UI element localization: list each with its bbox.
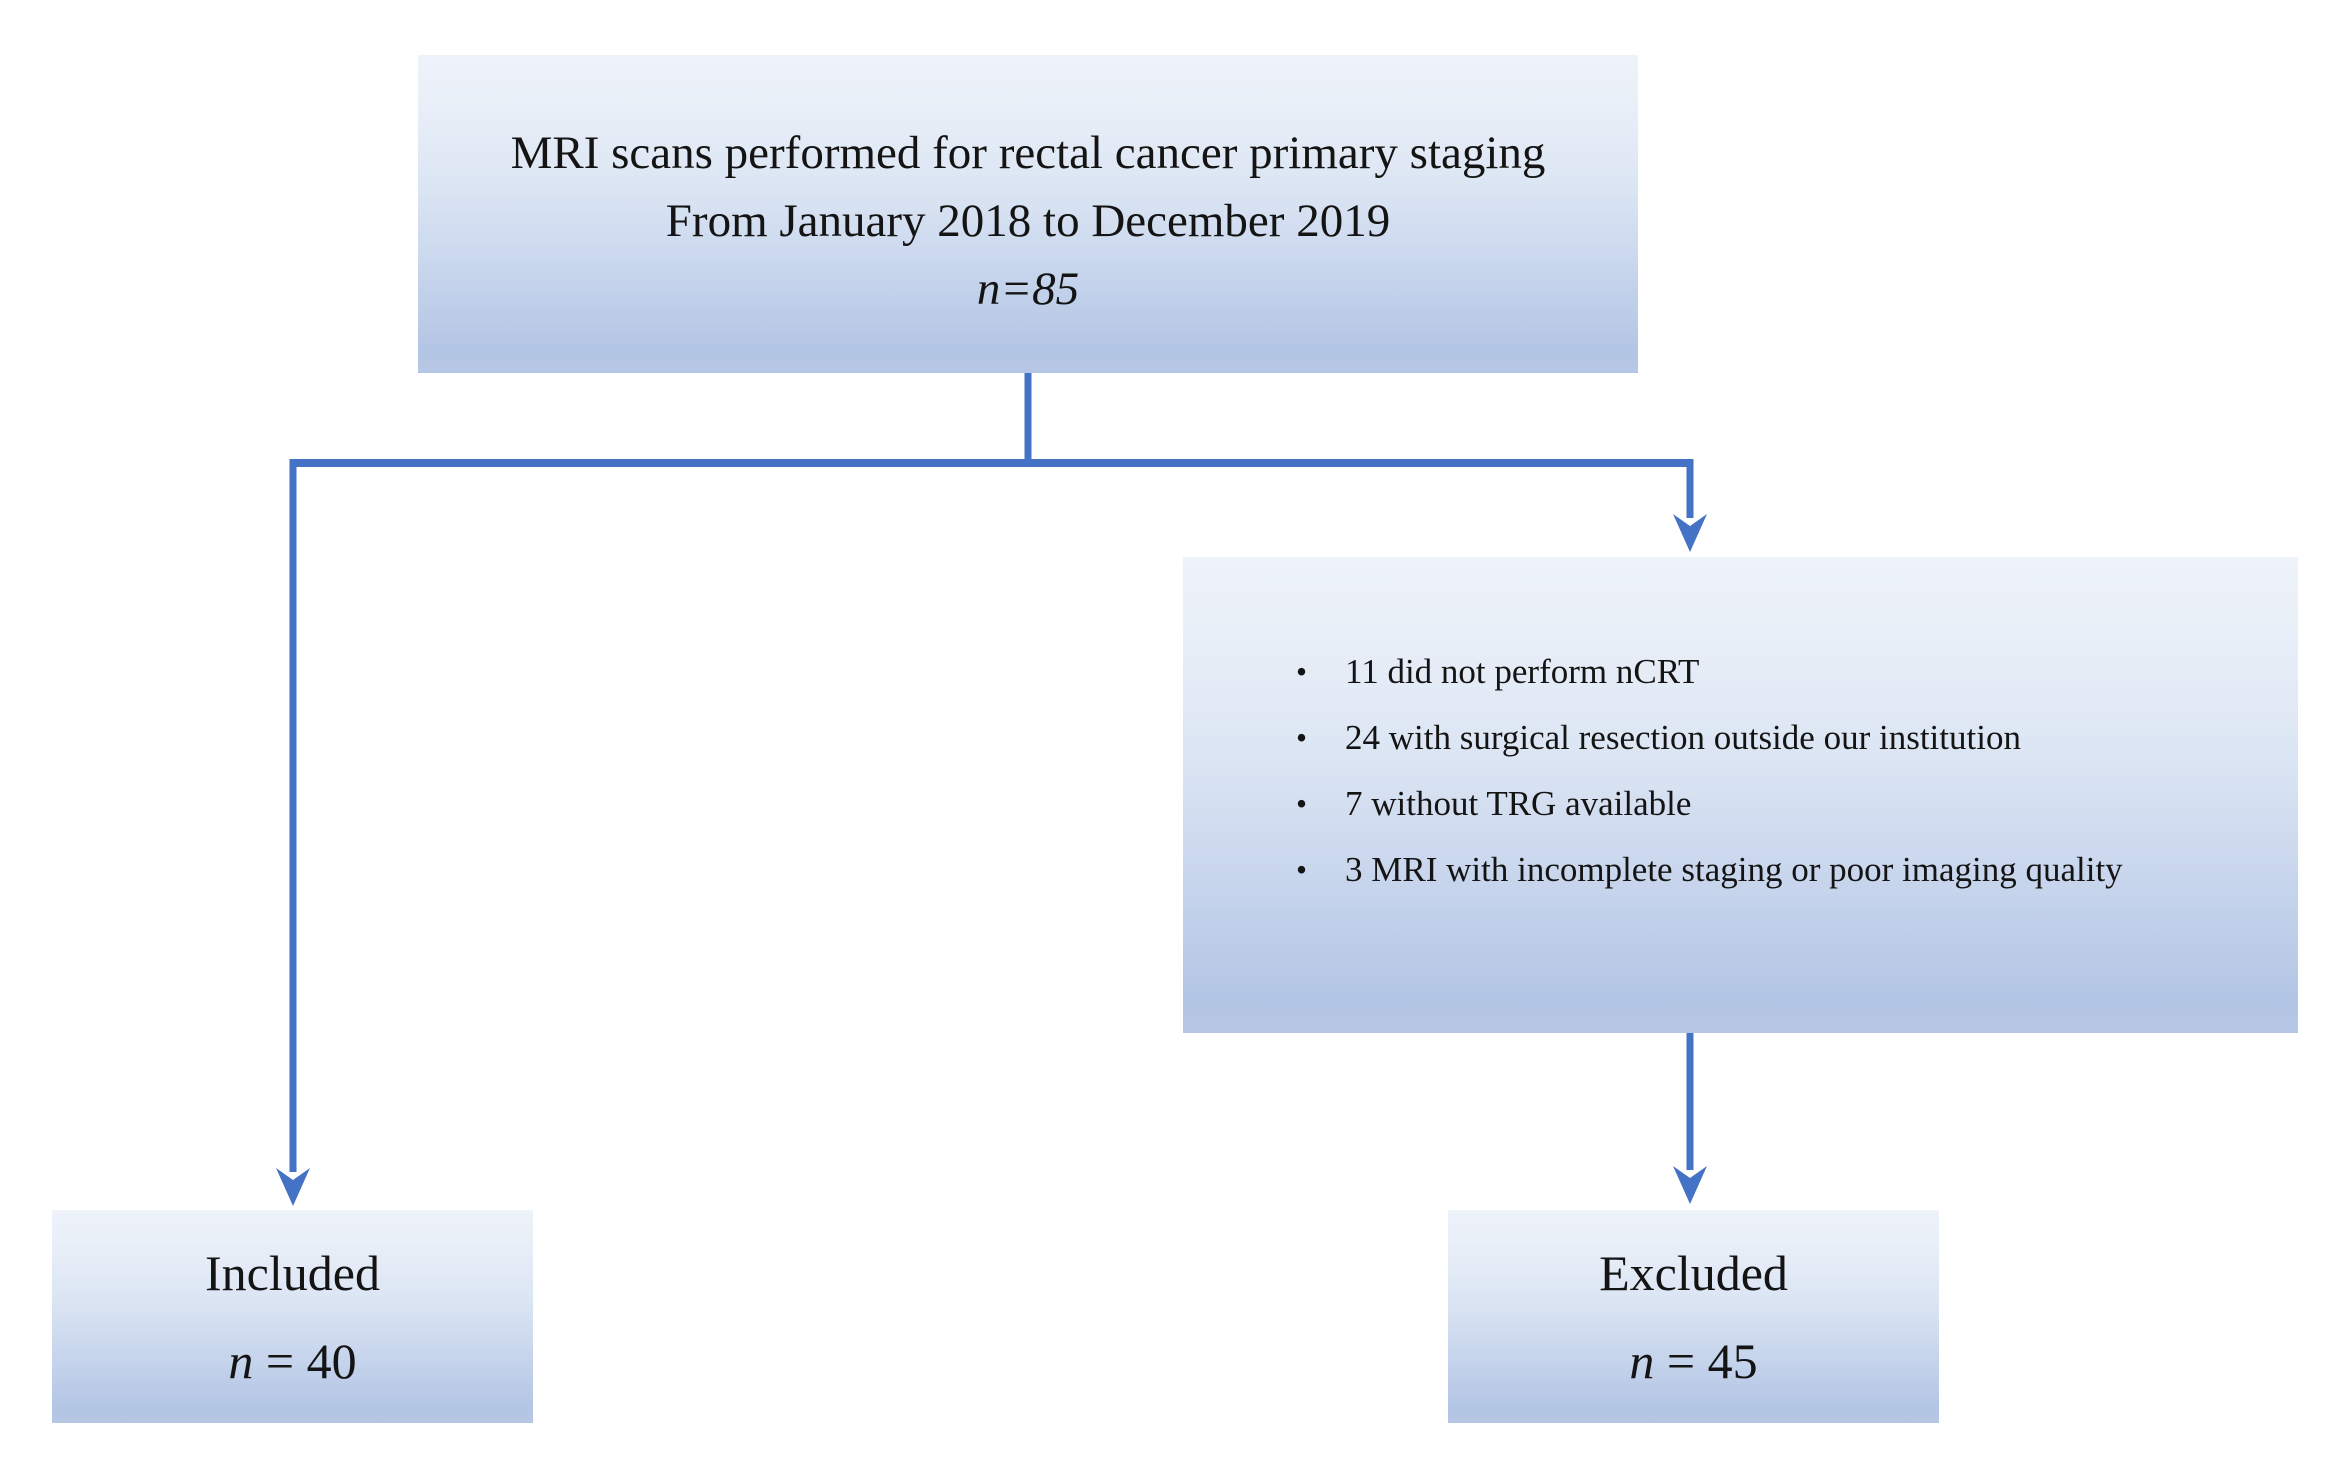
top-box-line1: MRI scans performed for rectal cancer pr… xyxy=(510,127,1546,179)
excluded-n-count: n = 45 xyxy=(1629,1330,1757,1392)
exclusion-item: 7 without TRG available xyxy=(1296,777,2264,831)
top-box: MRI scans performed for rectal cancer pr… xyxy=(418,55,1638,373)
excluded-box: Excluded n = 45 xyxy=(1448,1210,1939,1423)
included-n-value: = 40 xyxy=(253,1332,357,1389)
exclusion-box: 11 did not perform nCRT 24 with surgical … xyxy=(1183,557,2298,1033)
included-n-count: n = 40 xyxy=(228,1330,356,1392)
exclusion-list: 11 did not perform nCRT 24 with surgical … xyxy=(1183,557,2298,897)
exclusion-item: 11 did not perform nCRT xyxy=(1296,645,2264,699)
exclusion-item: 24 with surgical resection outside our i… xyxy=(1296,711,2264,765)
arrowhead-included xyxy=(276,1168,310,1206)
included-label: Included xyxy=(205,1244,380,1301)
top-box-n-count: n=85 xyxy=(976,263,1080,315)
excluded-label: Excluded xyxy=(1599,1244,1788,1301)
exclusion-item: 3 MRI with incomplete staging or poor im… xyxy=(1296,843,2264,897)
arrowhead-exclusion xyxy=(1673,514,1707,552)
excluded-n-value: = 45 xyxy=(1654,1332,1758,1389)
top-box-line2: From January 2018 to December 2019 xyxy=(665,195,1391,247)
excluded-n-symbol: n xyxy=(1629,1332,1655,1389)
arrowhead-excluded xyxy=(1673,1166,1707,1204)
included-box: Included n = 40 xyxy=(52,1210,533,1423)
included-n-symbol: n xyxy=(228,1332,254,1389)
